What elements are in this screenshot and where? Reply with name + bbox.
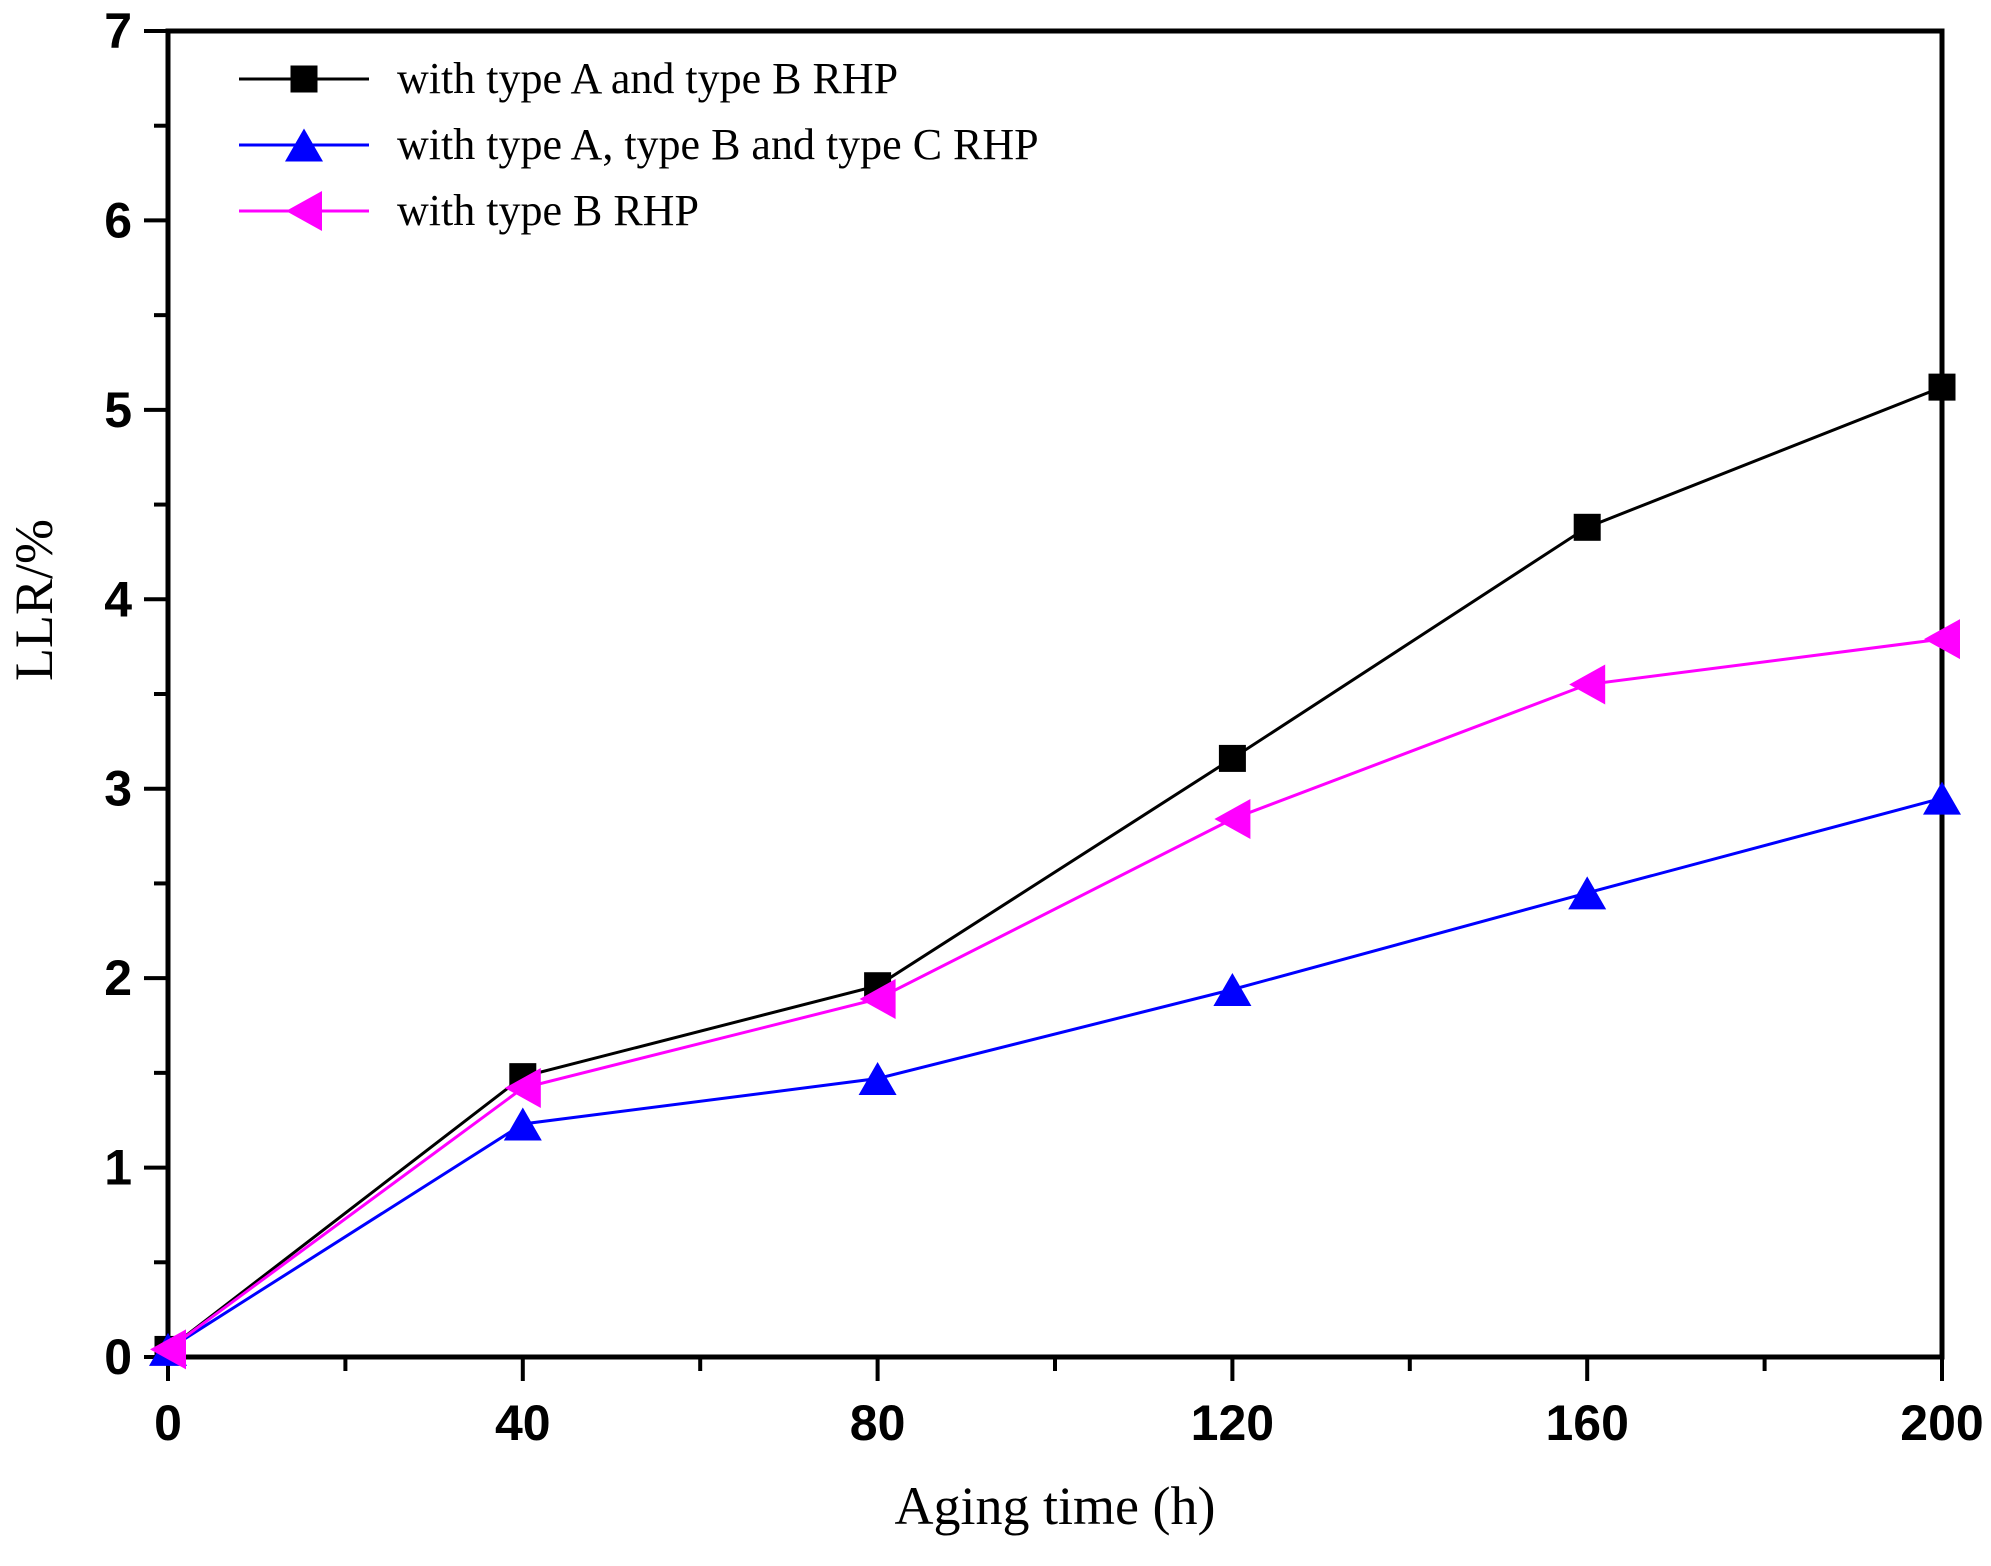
axis-ticks (144, 29, 1944, 1381)
square-marker-icon (1573, 513, 1601, 541)
x-tick-label: 40 (495, 1395, 551, 1451)
square-marker-icon (1928, 373, 1956, 401)
series-line (167, 637, 1943, 1351)
y-tick-label: 1 (104, 1140, 132, 1196)
triangle-up-marker-icon (1923, 781, 1961, 815)
series-0 (154, 373, 1956, 1363)
triangle-up-marker-icon (1568, 876, 1607, 910)
x-tick-label: 200 (1900, 1395, 1983, 1451)
triangle-up-marker-icon (285, 128, 323, 162)
series-2 (150, 619, 1960, 1370)
square-marker-icon (1218, 744, 1246, 772)
legend-square-marker-icon (239, 65, 369, 93)
triangle-left-marker-icon (504, 1068, 541, 1109)
triangle-left-marker-icon (1924, 619, 1960, 660)
series-1 (149, 781, 1961, 1366)
triangle-up-marker-icon (858, 1062, 897, 1096)
x-tick-label: 80 (850, 1395, 906, 1451)
legend-triangle-up-marker-icon (239, 128, 369, 162)
y-tick-label: 7 (104, 3, 132, 59)
triangle-up-marker-icon (503, 1107, 542, 1141)
y-axis-title: LLR/% (4, 519, 64, 681)
y-tick-label: 2 (104, 950, 132, 1006)
y-tick-label: 3 (104, 761, 132, 817)
y-tick-label: 0 (104, 1329, 132, 1385)
triangle-up-marker-icon (1213, 973, 1252, 1007)
x-tick-label: 0 (154, 1395, 182, 1451)
legend-label: with type B RHP (397, 186, 699, 235)
triangle-left-marker-icon (150, 1329, 186, 1370)
square-marker-icon (290, 65, 318, 93)
y-tick-label: 5 (104, 382, 132, 438)
legend-item-type-a-b: with type A and type B RHP (237, 46, 1039, 112)
legend-item-type-b: with type B RHP (237, 178, 1039, 244)
series-line (167, 385, 1943, 1351)
legend-item-type-a-b-c: with type A, type B and type C RHP (237, 112, 1039, 178)
legend-label: with type A, type B and type C RHP (397, 120, 1039, 169)
triangle-left-marker-icon (1214, 799, 1251, 840)
y-tick-label: 4 (104, 571, 132, 627)
y-tick-label: 6 (104, 192, 132, 248)
triangle-left-marker-icon (1569, 664, 1606, 705)
series-line (167, 796, 1943, 1351)
chart-legend: with type A and type B RHP with type A, … (237, 46, 1039, 244)
x-tick-label: 120 (1191, 1395, 1274, 1451)
legend-triangle-left-marker-icon (239, 191, 369, 231)
x-axis-title: Aging time (h) (895, 1476, 1216, 1536)
triangle-left-marker-icon (859, 978, 896, 1019)
tick-labels: 0 1 2 3 4 5 6 7 0 40 80 120 160 200 (104, 3, 1984, 1451)
x-tick-label: 160 (1545, 1395, 1628, 1451)
legend-label: with type A and type B RHP (397, 54, 899, 103)
triangle-left-marker-icon (286, 191, 322, 231)
